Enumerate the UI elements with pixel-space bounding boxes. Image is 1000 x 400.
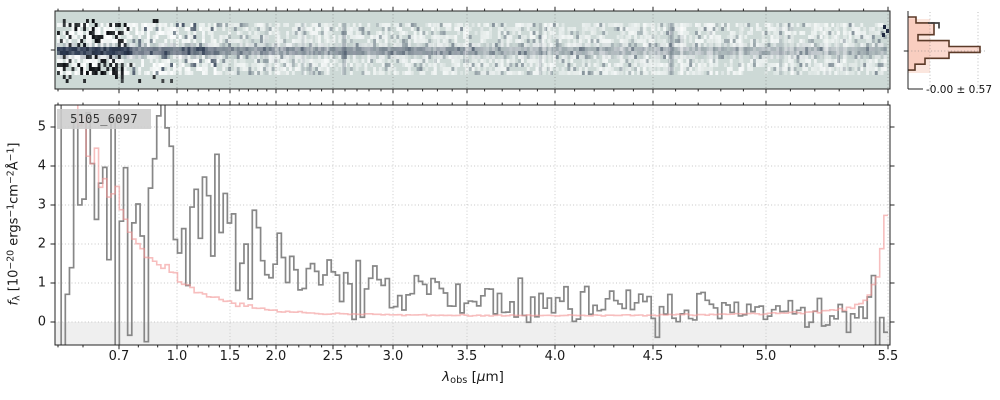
- y-tick-label: 5: [37, 119, 46, 135]
- y-tick-label: 0: [37, 314, 46, 330]
- x-tick-label: 3.5: [456, 349, 478, 364]
- y-tick-label: 4: [37, 158, 46, 174]
- x-tick-label: 2.0: [265, 349, 287, 364]
- x-tick-label: 4.5: [642, 349, 664, 364]
- source-id-text: 5105_6097: [70, 112, 138, 126]
- histogram-stat-label: -0.00 ± 0.57: [926, 84, 993, 96]
- flux-subscript: λ: [11, 295, 23, 301]
- x-tick-label: 0.7: [108, 349, 130, 364]
- lambda-symbol: λ: [442, 369, 451, 385]
- y-tick-label: 2: [37, 236, 46, 252]
- x-tick-label: 5.5: [877, 349, 899, 364]
- lambda-subscript: obs: [450, 374, 468, 386]
- source-id-annotation: 5105_6097: [57, 109, 151, 129]
- y-tick-label: 1: [37, 275, 46, 291]
- x-axis-label: λobs [μm]: [442, 369, 504, 386]
- x-tick-label: 4.0: [544, 349, 566, 364]
- y-tick-label: 3: [37, 197, 46, 213]
- x-tick-label: 1.0: [166, 349, 188, 364]
- mu-symbol: μ: [476, 369, 486, 385]
- flux-symbol: f: [6, 300, 22, 306]
- x-tick-label: 3.0: [382, 349, 404, 364]
- x-tick-label: 1.5: [219, 349, 241, 364]
- x-tick-label: 2.5: [322, 349, 344, 364]
- x-tick-label: 5.0: [755, 349, 777, 364]
